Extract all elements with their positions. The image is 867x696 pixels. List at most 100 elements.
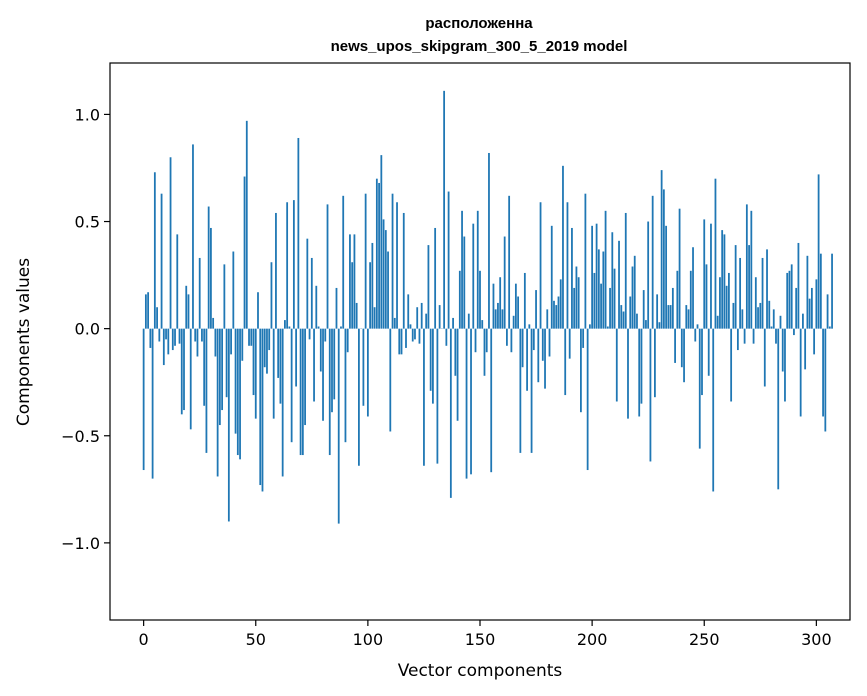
y-tick-label: 0.0: [75, 320, 100, 339]
x-axis: 0 50 100 150 200 250 300: [139, 620, 832, 649]
bar: [503, 236, 506, 329]
bar: [606, 326, 609, 329]
bar: [555, 305, 558, 329]
bar: [322, 328, 324, 421]
bar: [151, 328, 154, 479]
bar: [719, 277, 721, 329]
bar: [324, 328, 327, 342]
bar: [380, 155, 383, 329]
bar: [236, 328, 239, 456]
bar: [189, 328, 192, 430]
y-axis-label: Components values: [14, 258, 34, 426]
bar: [559, 279, 562, 329]
bar: [564, 328, 567, 396]
bar: [703, 219, 706, 329]
bar: [615, 328, 618, 402]
bar: [474, 328, 477, 353]
bar: [432, 328, 434, 404]
bar: [514, 283, 517, 329]
bar: [645, 320, 647, 329]
bars-group: [142, 90, 833, 524]
bar: [458, 270, 461, 329]
bar: [414, 328, 416, 340]
bar: [257, 292, 259, 329]
bar: [198, 257, 201, 329]
bar: [295, 328, 298, 387]
bar: [239, 328, 241, 460]
bar: [156, 307, 158, 329]
bar: [252, 328, 255, 396]
bar: [445, 328, 448, 346]
bar: [795, 287, 798, 329]
bar: [207, 206, 210, 329]
bar: [528, 324, 531, 329]
bar: [167, 328, 170, 355]
bar: [317, 326, 320, 329]
bar: [537, 328, 540, 383]
bar: [398, 328, 401, 355]
bar: [739, 257, 742, 329]
bar: [488, 152, 490, 329]
bar: [272, 328, 275, 419]
bar: [142, 328, 145, 471]
bar: [689, 270, 692, 329]
bar: [288, 326, 291, 329]
bar: [734, 245, 737, 329]
bar: [701, 328, 703, 396]
bar: [346, 328, 349, 353]
bar: [772, 309, 775, 329]
bar: [568, 328, 571, 359]
bar: [425, 313, 428, 329]
bar: [299, 328, 302, 456]
bar: [405, 328, 407, 348]
bar: [461, 210, 463, 329]
bar: [633, 255, 636, 329]
bar: [187, 294, 190, 329]
bar: [326, 204, 329, 329]
bar: [284, 320, 286, 329]
bar: [685, 305, 688, 329]
bar: [523, 272, 526, 329]
bar: [669, 305, 672, 329]
bar: [600, 283, 602, 329]
bar: [438, 305, 441, 329]
bar: [705, 264, 708, 329]
bar: [266, 328, 268, 374]
bar: [364, 193, 367, 329]
bar: [642, 290, 645, 329]
bar: [259, 328, 262, 486]
bar: [335, 287, 338, 329]
bar: [562, 165, 564, 329]
bar: [544, 328, 546, 389]
bar: [472, 223, 475, 329]
bar: [553, 300, 555, 329]
bar: [411, 328, 414, 342]
bar: [591, 225, 594, 329]
bar: [349, 234, 351, 329]
bar: [485, 328, 488, 353]
bar: [721, 230, 724, 329]
bar: [400, 328, 403, 355]
bar: [416, 307, 419, 329]
chart-title-line-1: расположенна: [425, 15, 533, 32]
bar: [479, 270, 481, 329]
bar: [483, 328, 486, 376]
bar: [310, 257, 313, 329]
bar: [826, 294, 829, 329]
bar: [178, 328, 181, 344]
bar: [261, 328, 264, 492]
bar: [828, 326, 831, 329]
bar: [331, 328, 333, 413]
bar: [759, 302, 762, 329]
bar: [808, 298, 811, 329]
bar: [712, 328, 715, 492]
bar: [223, 264, 226, 329]
bar: [797, 242, 800, 329]
bar: [306, 238, 309, 329]
bar: [781, 328, 784, 372]
bar: [290, 328, 293, 443]
bar: [313, 328, 315, 402]
bar: [396, 202, 398, 329]
bar: [629, 296, 632, 329]
bar: [678, 208, 681, 329]
